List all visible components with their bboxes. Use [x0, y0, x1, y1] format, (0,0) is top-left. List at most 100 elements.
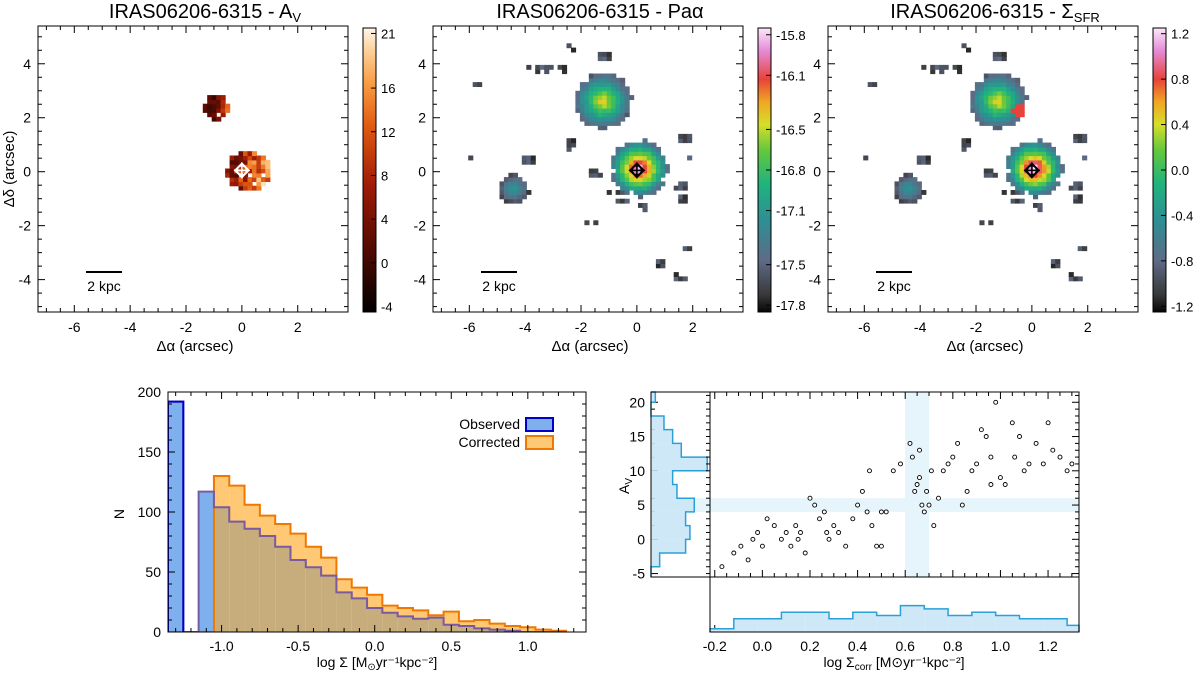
map-pixel — [655, 151, 661, 157]
histogram-legend: Observed Corrected — [459, 416, 554, 450]
map-pixel — [1006, 177, 1012, 182]
map-pixel — [606, 190, 612, 195]
map-pixel — [1041, 142, 1047, 148]
scatter-point — [795, 536, 801, 542]
map-pixel — [1010, 172, 1016, 178]
scatter-point — [898, 461, 903, 467]
map-pixel — [1019, 168, 1025, 174]
map-pixel — [593, 73, 599, 79]
map-pixel — [1001, 108, 1007, 113]
map-pixel — [251, 168, 257, 174]
map-pixel — [1073, 185, 1079, 191]
map-pixel — [229, 155, 235, 161]
map-pixel — [615, 164, 621, 169]
map-pixel — [633, 146, 639, 152]
map-pixel — [974, 95, 980, 100]
map-pixel — [517, 177, 523, 182]
map-pixel — [521, 185, 527, 191]
scatter-point — [959, 502, 965, 508]
map-pixel — [660, 155, 666, 161]
x-tick-label: -2 — [970, 319, 983, 335]
map-pixel — [997, 103, 1003, 109]
map-pixel — [1006, 95, 1012, 100]
map-pixel — [1001, 121, 1007, 126]
map-pixel — [624, 159, 630, 165]
map-pixel — [1041, 164, 1047, 169]
map-pixel — [1010, 159, 1016, 165]
x-tick-label: -6 — [463, 319, 476, 335]
map-pixel — [1015, 185, 1021, 191]
map-pixel — [238, 155, 244, 161]
map-pixel — [1015, 90, 1021, 96]
map-pixel — [579, 82, 585, 87]
map-pixel — [571, 47, 577, 53]
map-pixel — [979, 95, 985, 100]
scatter-point — [783, 530, 789, 535]
map-pixel — [611, 90, 617, 96]
map-pixel — [517, 194, 523, 200]
map-pixel — [615, 112, 621, 118]
map-pixel — [638, 177, 644, 182]
map-pixel — [925, 155, 931, 161]
map-pixel — [916, 159, 922, 165]
map-pixel — [588, 95, 594, 100]
map-pixel — [939, 64, 945, 70]
map-pixel — [620, 77, 626, 83]
av-map-ylabel: Δδ (arcsec) — [1, 131, 18, 208]
map-pixel — [988, 220, 994, 226]
map-pixel — [216, 99, 222, 105]
map-pixel — [575, 99, 581, 105]
sfr-hist-bar — [876, 615, 901, 632]
map-pixel — [1073, 198, 1079, 204]
map-pixel — [1073, 181, 1079, 187]
map-pixel — [265, 159, 271, 165]
map-pixel — [997, 95, 1003, 100]
map-pixel — [907, 190, 913, 195]
map-pixel — [606, 99, 612, 105]
map-pixel — [526, 190, 532, 195]
map-pixel — [655, 159, 661, 165]
map-pixel — [633, 151, 639, 157]
map-pixel — [606, 86, 612, 92]
map-pixel — [620, 168, 626, 174]
map-pixel — [992, 112, 998, 118]
map-pixel — [646, 190, 652, 195]
sfr-marginal-histogram — [709, 604, 1080, 632]
map-pixel — [597, 116, 603, 122]
map-pixel — [234, 159, 240, 165]
map-pixel — [1068, 272, 1074, 277]
map-pixel — [1037, 151, 1043, 157]
map-pixel — [633, 181, 639, 187]
scatter-point — [867, 468, 872, 474]
map-pixel — [988, 77, 994, 83]
map-pixel — [916, 185, 922, 191]
map-pixel — [921, 155, 927, 161]
map-pixel — [1037, 177, 1043, 182]
map-pixel — [1019, 86, 1025, 92]
map-pixel — [1050, 259, 1056, 264]
map-pixel — [912, 198, 918, 204]
colorbar-tick-label: 4 — [381, 212, 388, 227]
map-pixel — [615, 151, 621, 157]
map-pixel — [638, 159, 644, 165]
map-pixel — [642, 142, 648, 148]
scatter-point — [1069, 461, 1075, 467]
map-pixel — [1001, 112, 1007, 118]
map-pixel — [548, 64, 554, 70]
map-pixel — [606, 90, 612, 96]
map-pixel — [642, 146, 648, 152]
map-pixel — [611, 155, 617, 161]
map-pixel — [624, 146, 630, 152]
map-pixel — [1050, 177, 1056, 182]
map-pixel — [903, 172, 909, 178]
map-pixel — [624, 185, 630, 191]
scatter-point — [859, 488, 865, 494]
map-pixel — [575, 103, 581, 109]
map-pixel — [624, 99, 630, 105]
map-pixel — [1077, 246, 1083, 252]
map-pixel — [584, 99, 590, 105]
scatter-point — [802, 550, 808, 556]
map-pixel — [243, 151, 249, 157]
map-pixel — [562, 64, 568, 70]
map-pixel — [265, 164, 271, 169]
